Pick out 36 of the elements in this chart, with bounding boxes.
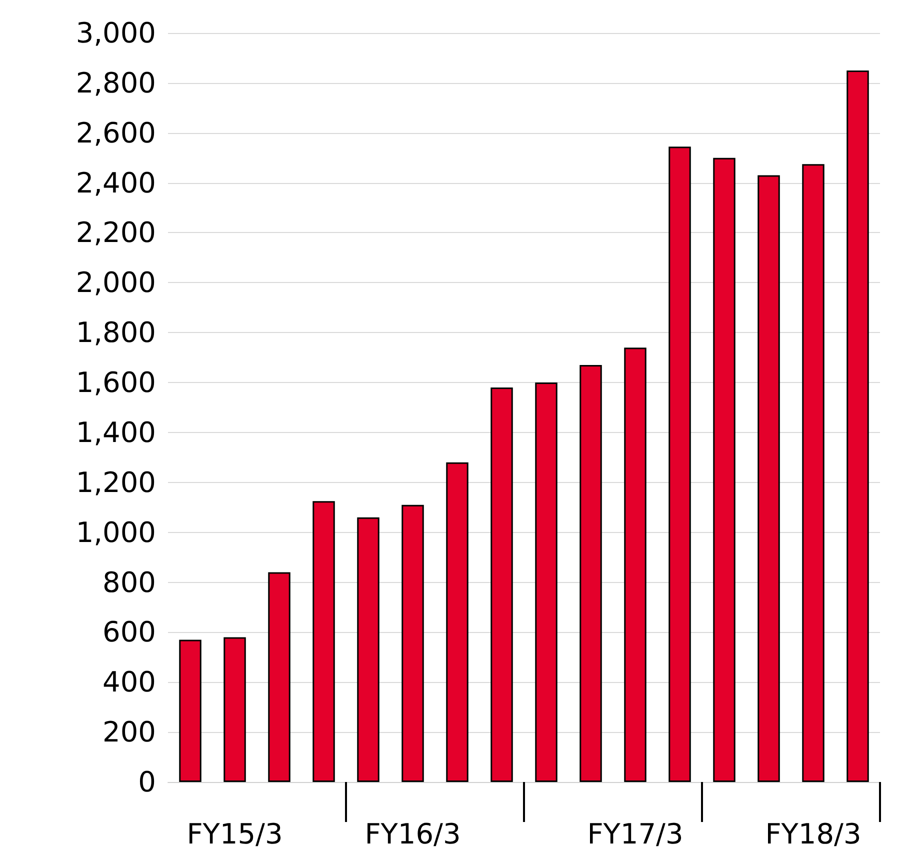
y-tick-label: 1,000 <box>76 516 156 549</box>
y-tick-label: 800 <box>102 566 156 599</box>
bar <box>758 175 780 782</box>
y-tick-label: 1,600 <box>76 366 156 400</box>
bar <box>580 365 602 782</box>
y-tick-label: 400 <box>102 666 156 699</box>
y-tick-label: 600 <box>102 616 156 649</box>
x-tick-label: FY17/3 <box>587 818 684 850</box>
bar <box>624 348 646 782</box>
y-tick-label: 2,600 <box>76 116 156 150</box>
bar <box>802 164 824 782</box>
x-tick-label: FY15/3 <box>186 818 283 850</box>
bar <box>224 637 246 782</box>
bar <box>490 388 513 782</box>
y-tick-label: 1,400 <box>76 416 156 449</box>
x-tick-label: FY18/3 <box>765 818 862 850</box>
bar <box>713 158 736 782</box>
y-tick-label: 2,800 <box>76 66 156 100</box>
bar <box>402 504 424 782</box>
y-tick-label: 1,800 <box>76 316 156 350</box>
y-tick-label: 0 <box>138 766 156 798</box>
y-tick-label: 3,000 <box>76 16 156 50</box>
bar <box>846 70 869 782</box>
y-tick-label: 1,200 <box>76 466 156 499</box>
x-tick-label: FY16/3 <box>364 818 461 850</box>
bar <box>535 382 558 782</box>
bar <box>446 462 468 782</box>
y-tick-label: 200 <box>102 716 156 749</box>
bar <box>668 146 691 782</box>
bar <box>179 640 202 782</box>
bar <box>312 501 335 782</box>
y-tick-label: 2,200 <box>76 216 156 250</box>
bar <box>268 572 290 782</box>
y-tick-label: 2,000 <box>76 266 156 300</box>
y-tick-label: 2,400 <box>76 166 156 200</box>
bar <box>357 517 380 782</box>
